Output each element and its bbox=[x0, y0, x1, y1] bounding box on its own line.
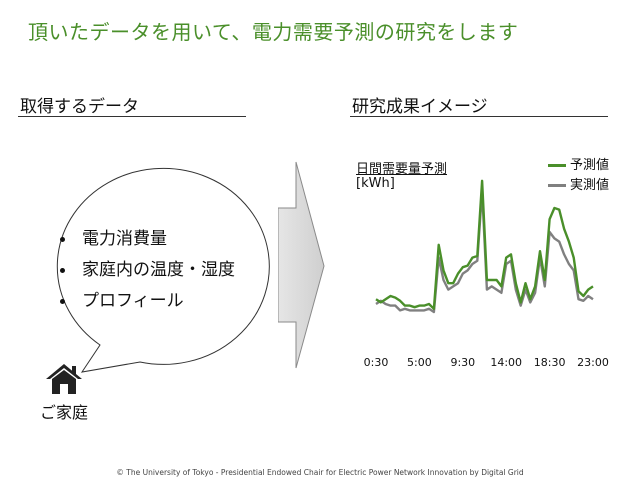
left-section-divider bbox=[18, 116, 246, 117]
slide-title: 頂いたデータを用いて、電力需要予測の研究をします bbox=[28, 20, 519, 44]
forecast-series-line bbox=[375, 179, 594, 311]
legend-swatch-actual bbox=[548, 184, 566, 187]
legend-item-actual: 実測値 bbox=[548, 176, 609, 196]
bullet-item: プロフィール bbox=[60, 290, 235, 321]
x-axis-tick-labels: 0:30 5:00 9:30 14:00 18:30 23:00 bbox=[0, 356, 640, 372]
legend-label-actual: 実測値 bbox=[570, 178, 610, 193]
right-section-divider bbox=[350, 116, 608, 117]
x-tick-label: 23:00 bbox=[577, 356, 609, 369]
bullet-item: 家庭内の温度・湿度 bbox=[60, 259, 235, 290]
footer-copyright: © The University of Tokyo - Presidential… bbox=[116, 468, 524, 477]
x-tick-label: 9:30 bbox=[450, 356, 476, 369]
x-tick-label: 5:00 bbox=[407, 356, 432, 369]
x-tick-label: 14:00 bbox=[490, 356, 523, 369]
legend-item-forecast: 予測値 bbox=[548, 156, 609, 176]
right-section-title: 研究成果イメージ bbox=[352, 97, 488, 117]
x-tick-label: 0:30 bbox=[363, 356, 389, 369]
data-bullet-list: 電力消費量 家庭内の温度・湿度 プロフィール bbox=[60, 228, 235, 321]
chart-legend: 予測値 実測値 bbox=[548, 156, 609, 196]
chart-unit-label: [kWh] bbox=[356, 176, 395, 191]
chart-title: 日間需要量予測 bbox=[356, 162, 448, 177]
bullet-item: 電力消費量 bbox=[60, 228, 235, 259]
home-icon bbox=[46, 364, 82, 394]
legend-label-forecast: 予測値 bbox=[570, 158, 610, 173]
legend-swatch-forecast bbox=[548, 164, 566, 167]
left-section-title: 取得するデータ bbox=[20, 97, 139, 117]
x-tick-label: 18:30 bbox=[533, 356, 566, 369]
big-arrow-shape bbox=[278, 161, 325, 369]
demand-forecast-chart bbox=[375, 179, 594, 314]
home-label: ご家庭 bbox=[40, 403, 89, 422]
